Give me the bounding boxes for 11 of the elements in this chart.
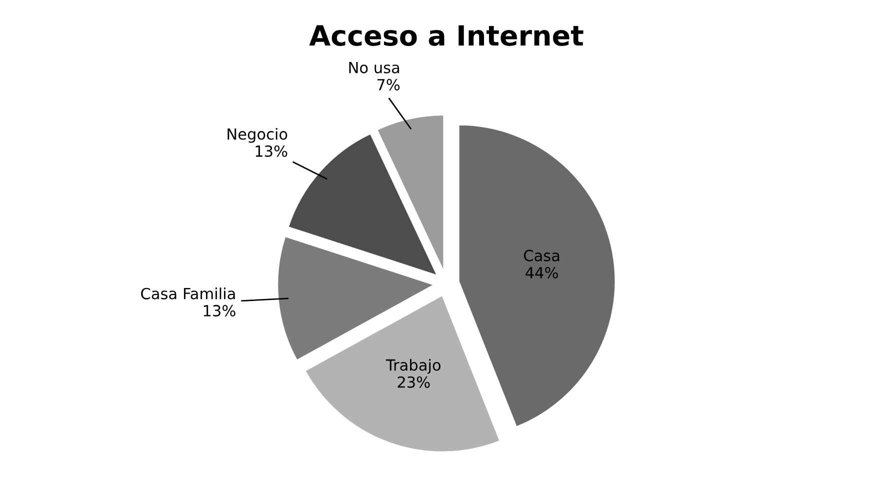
slice-label: Casa Familia (141, 288, 235, 300)
slice-label: No usa (349, 62, 400, 74)
slice-label: Trabajo (386, 358, 440, 374)
data-label: 44% (526, 266, 558, 278)
data-label: 13% (256, 145, 288, 157)
data-label: 7% (377, 78, 400, 90)
data-label: 13% (204, 304, 236, 316)
slice-label: Casa (524, 250, 560, 262)
data-label: 23% (398, 376, 430, 388)
chart-title: Acceso a Internet (309, 25, 584, 46)
slice-label: Negocio (228, 128, 288, 143)
